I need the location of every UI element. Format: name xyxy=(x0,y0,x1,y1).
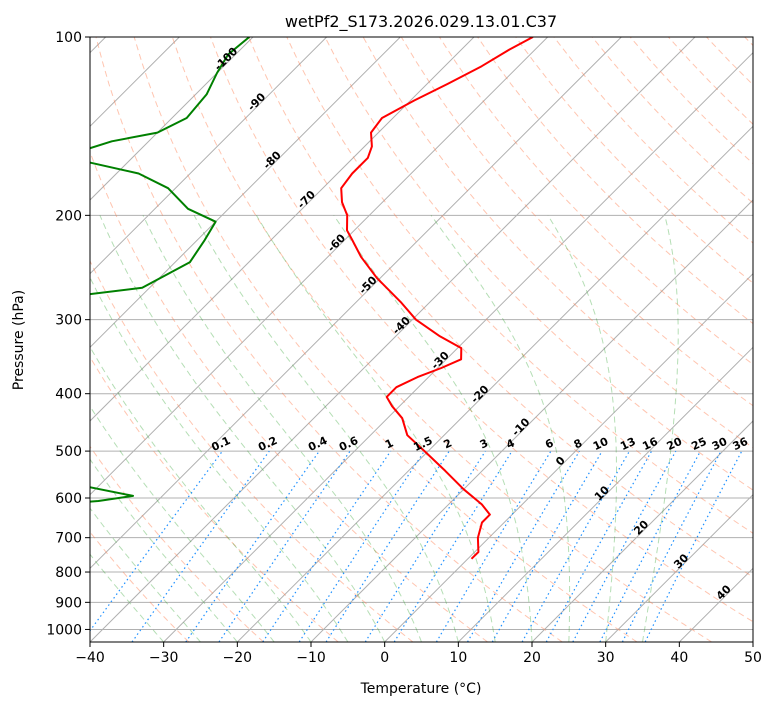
y-tick-label: 100 xyxy=(55,30,82,46)
y-tick-label: 1000 xyxy=(46,622,82,638)
y-tick-label: 700 xyxy=(55,531,82,547)
dry-adiabat xyxy=(90,259,414,642)
dry-adiabat xyxy=(248,37,753,578)
mixing-ratio-line xyxy=(298,450,425,642)
mixing-ratio-label: 30 xyxy=(710,435,730,453)
isotherm-line xyxy=(457,346,753,642)
isotherm-line xyxy=(531,420,753,642)
x-tick-label: 0 xyxy=(380,650,389,666)
x-tick-label: 30 xyxy=(597,650,615,666)
mixing-ratio-label: 10 xyxy=(591,435,611,453)
dry-adiabat xyxy=(324,37,753,491)
isotherm-line xyxy=(605,493,753,642)
y-tick-label: 400 xyxy=(55,387,82,403)
x-tick-label: −30 xyxy=(149,650,179,666)
x-tick-label: −40 xyxy=(75,650,105,666)
dry-adiabat xyxy=(286,37,753,534)
isotherm-line xyxy=(90,37,696,642)
isotherm-line xyxy=(384,272,753,642)
dry-adiabat xyxy=(515,37,753,284)
mixing-ratio-line xyxy=(572,450,677,642)
y-tick-label: 800 xyxy=(55,565,82,581)
x-tick-label: 10 xyxy=(449,650,467,666)
isotherm-line xyxy=(236,125,753,642)
mixing-ratio-line xyxy=(218,450,351,642)
mixing-ratio-line xyxy=(599,450,702,642)
mixing-ratio-label: 25 xyxy=(689,435,708,453)
y-axis-label: Pressure (hPa) xyxy=(11,290,27,390)
moist-adiabat xyxy=(430,215,571,642)
mixing-ratio-line xyxy=(185,450,320,642)
x-tick-label: −20 xyxy=(223,650,253,666)
isotherm-line xyxy=(90,37,622,570)
x-axis-label: Temperature (°C) xyxy=(360,681,482,697)
isotherm-line xyxy=(90,37,549,496)
mixing-ratio-label: 13 xyxy=(618,435,637,453)
mixing-ratio-label: 20 xyxy=(665,435,685,453)
dry-adiabat xyxy=(171,37,712,642)
x-tick-label: −10 xyxy=(296,650,326,666)
moist-adiabat xyxy=(90,458,238,642)
dry-adiabat xyxy=(210,37,753,623)
y-tick-label: 200 xyxy=(55,208,82,224)
moist-adiabat xyxy=(333,215,533,642)
y-tick-label: 500 xyxy=(55,444,82,460)
moist-adiabat xyxy=(547,215,617,642)
moist-adiabat xyxy=(90,276,349,642)
x-axis: −40 −30 −20 −10 0 10 20 30 40 50 xyxy=(75,642,762,666)
dry-adiabat xyxy=(133,37,638,642)
y-tick-label: 300 xyxy=(55,313,82,329)
x-tick-label: 50 xyxy=(744,650,762,666)
moist-adiabat xyxy=(193,215,459,642)
y-axis: 100 200 300 400 500 600 700 800 900 1000 xyxy=(46,30,90,638)
moist-adiabat xyxy=(142,215,422,642)
temperature-profile xyxy=(340,37,534,560)
moist-adiabat xyxy=(99,215,386,642)
moist-adiabat xyxy=(642,215,679,642)
mixing-ratio-line xyxy=(325,450,450,642)
chart-grid xyxy=(90,37,753,642)
chart-title: wetPf2_S173.2026.029.13.01.C37 xyxy=(285,12,557,32)
y-tick-label: 600 xyxy=(55,491,82,507)
isotherm-line xyxy=(90,37,254,201)
mixing-ratio-label: 16 xyxy=(640,435,660,453)
isotherm-line xyxy=(163,51,753,642)
isotherm-line xyxy=(310,199,753,642)
isotherm-line xyxy=(90,37,475,422)
plot-frame xyxy=(89,36,754,643)
moist-adiabat xyxy=(90,345,312,642)
x-tick-label: 40 xyxy=(670,650,688,666)
mixing-ratio-line xyxy=(393,450,513,642)
mixing-ratio-line xyxy=(466,450,580,642)
dry-adiabat xyxy=(95,37,563,642)
x-tick-label: 20 xyxy=(523,650,541,666)
mixing-ratio-line xyxy=(435,450,552,642)
isotherm-line xyxy=(90,37,328,275)
moist-adiabat xyxy=(90,405,275,642)
y-tick-label: 900 xyxy=(55,595,82,611)
mixing-ratio-label: 36 xyxy=(731,435,751,453)
dry-adiabat xyxy=(90,445,264,642)
mixing-ratio-line xyxy=(364,450,486,642)
mixing-ratio-line xyxy=(262,450,392,642)
isotherm-line xyxy=(90,37,401,349)
